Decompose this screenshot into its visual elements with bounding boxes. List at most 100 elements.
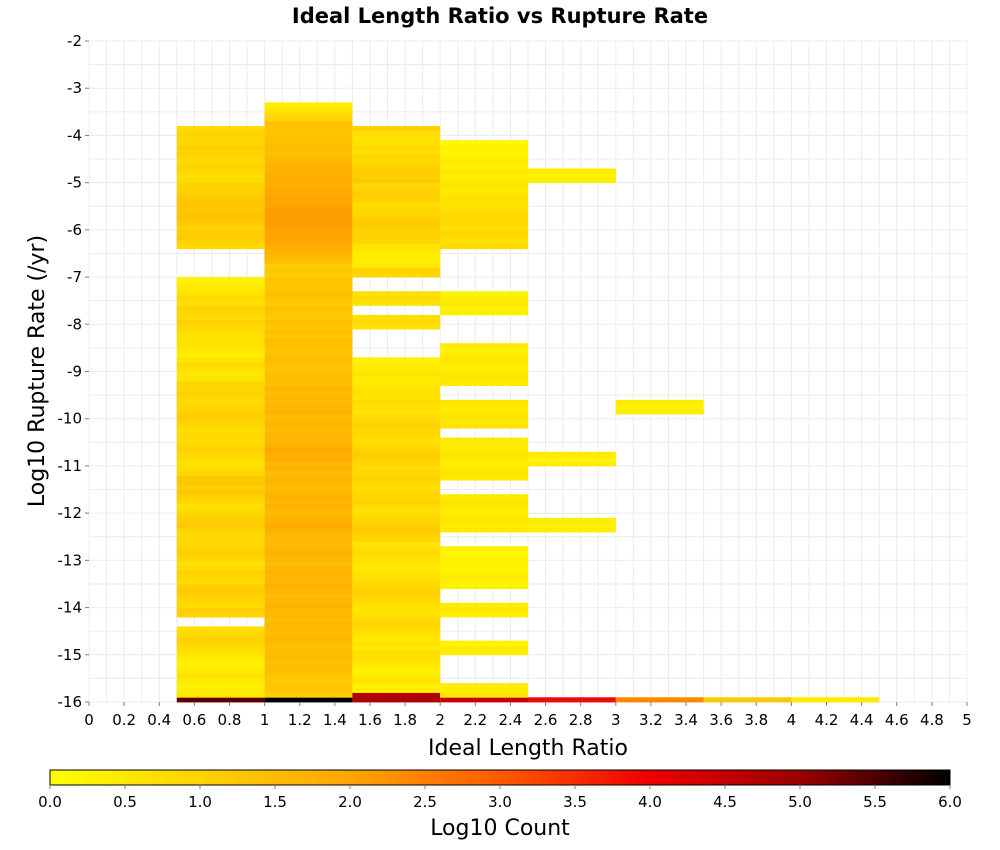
heatmap-cell	[264, 409, 353, 415]
heatmap-cell	[176, 645, 265, 651]
heatmap-cell	[264, 173, 353, 179]
x-tick-label: 1.4	[323, 711, 347, 729]
heatmap-cell	[791, 697, 880, 703]
heatmap-cell	[352, 607, 441, 613]
x-tick-label: 5	[962, 711, 972, 729]
colorbar-tick-label: 4.0	[638, 793, 662, 811]
heatmap-cell	[176, 324, 265, 330]
heatmap-cell	[264, 621, 353, 627]
heatmap-cell	[264, 234, 353, 240]
heatmap-cell	[176, 286, 265, 292]
x-tick-label: 3.2	[639, 711, 663, 729]
heatmap-cell	[440, 144, 528, 150]
heatmap-cell	[440, 376, 528, 382]
heatmap-cell	[352, 177, 441, 184]
heatmap-cell	[440, 423, 528, 429]
heatmap-cell	[440, 234, 528, 240]
heatmap-cell	[264, 310, 353, 316]
heatmap-cell	[440, 404, 528, 410]
heatmap-cell	[176, 555, 265, 561]
heatmap-cell	[264, 366, 353, 372]
heatmap-cell	[440, 451, 528, 457]
heatmap-cell	[264, 196, 353, 202]
y-tick-label: -16	[58, 693, 83, 711]
x-tick-label: 1.2	[288, 711, 312, 729]
heatmap-cell	[264, 456, 353, 462]
heatmap-cell	[264, 116, 353, 122]
heatmap-cell	[264, 182, 353, 188]
heatmap-cell	[176, 607, 265, 613]
colorbar-ticks: 0.0 0.5 1.0 1.5 2.0 2.5 3.0 3.5 4.0 4.5 5.0 5.5 6.0	[38, 785, 962, 811]
heatmap-cell	[352, 550, 441, 557]
heatmap-cell	[440, 645, 528, 651]
heatmap-cell	[352, 588, 441, 594]
y-tick-label: -15	[58, 646, 83, 664]
heatmap-cell	[352, 272, 441, 278]
heatmap-cell	[176, 329, 265, 335]
heatmap-cell	[176, 517, 265, 523]
heatmap-cell	[440, 154, 528, 160]
heatmap-cell	[176, 319, 265, 325]
x-tick-label: 3.8	[744, 711, 768, 729]
heatmap-cell	[528, 517, 616, 523]
heatmap-cell	[264, 413, 353, 420]
heatmap-cell	[352, 239, 441, 245]
heatmap-cell	[264, 239, 353, 245]
y-tick-label: -7	[67, 268, 82, 286]
y-tick-label: -2	[67, 32, 82, 50]
heatmap-cell	[264, 187, 353, 193]
heatmap-cell	[352, 598, 441, 604]
heatmap-cell	[264, 598, 353, 604]
heatmap-cell	[440, 413, 528, 420]
heatmap-cell	[352, 366, 441, 372]
heatmap-cell	[352, 527, 441, 533]
heatmap-cell	[176, 664, 265, 670]
x-tick-label: 4	[787, 711, 797, 729]
heatmap-cell	[615, 399, 704, 405]
heatmap-cell	[176, 206, 265, 212]
heatmap-cell	[264, 607, 353, 613]
heatmap-cell	[264, 220, 353, 226]
heatmap-cell	[264, 617, 353, 623]
heatmap-cell	[440, 399, 528, 405]
heatmap-cell	[440, 442, 528, 448]
heatmap-cell	[440, 366, 528, 372]
heatmap-cell	[264, 489, 353, 495]
heatmap-cell	[264, 314, 353, 320]
heatmap-cell	[352, 173, 441, 179]
heatmap-cell	[352, 678, 441, 684]
heatmap-cell	[176, 277, 265, 283]
heatmap-cell	[264, 300, 353, 306]
heatmap-cell	[352, 489, 441, 495]
heatmap-cell	[440, 640, 528, 646]
heatmap-cell	[264, 125, 353, 132]
heatmap-cell	[176, 489, 265, 495]
heatmap-cell	[264, 135, 353, 141]
heatmap-cell	[264, 225, 353, 231]
heatmap-cell	[352, 541, 441, 547]
heatmap-cell	[176, 470, 265, 476]
heatmap-cell	[264, 659, 353, 665]
heatmap-cell	[264, 352, 353, 358]
heatmap-cell	[176, 541, 265, 547]
heatmap-cell	[176, 593, 265, 599]
heatmap-cell	[264, 130, 353, 136]
heatmap-cell	[440, 305, 528, 311]
heatmap-cell	[264, 447, 353, 453]
heatmap-cell	[264, 640, 353, 646]
colorbar-tick-label: 3.5	[563, 793, 587, 811]
heatmap-cell	[352, 418, 441, 424]
heatmap-cell	[264, 248, 353, 254]
colorbar-tick-label: 0.5	[113, 793, 137, 811]
heatmap-cell	[264, 692, 353, 698]
heatmap-cell	[352, 244, 441, 250]
heatmap-cell	[440, 196, 528, 202]
heatmap-cell	[264, 121, 353, 127]
heatmap-cell	[440, 149, 528, 155]
heatmap-cell	[440, 352, 528, 358]
heatmap-cell	[352, 687, 441, 693]
heatmap-cell	[176, 626, 265, 632]
heatmap-cell	[352, 635, 441, 642]
heatmap-cell	[264, 522, 353, 528]
heatmap-cell	[176, 437, 265, 443]
